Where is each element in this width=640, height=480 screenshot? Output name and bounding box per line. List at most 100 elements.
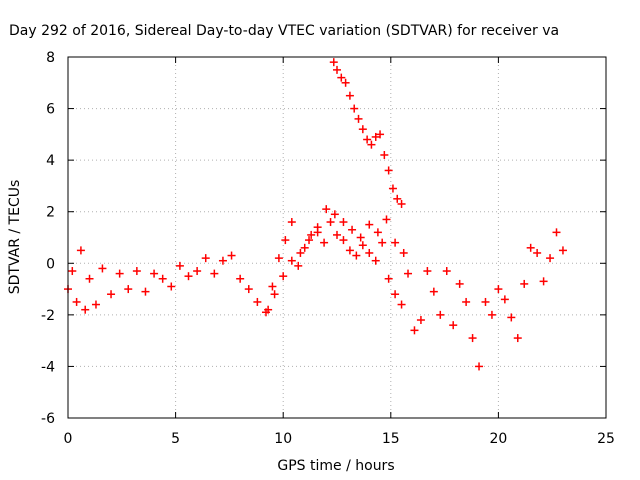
data-point (184, 272, 193, 281)
data-point (429, 287, 438, 296)
data-point (442, 267, 451, 276)
data-point (393, 194, 402, 203)
data-point (345, 246, 354, 255)
data-point (378, 238, 387, 247)
data-point (365, 220, 374, 229)
x-tick-label: 0 (64, 431, 73, 447)
data-point (367, 140, 376, 149)
data-point (193, 267, 202, 276)
data-point (416, 316, 425, 325)
data-point (287, 256, 296, 265)
grid (68, 57, 606, 418)
data-point (236, 274, 245, 283)
data-point (404, 269, 413, 278)
y-tick-label: 2 (46, 205, 55, 221)
data-point (376, 130, 385, 139)
data-point (371, 256, 380, 265)
data-point (526, 243, 535, 252)
data-point (322, 205, 331, 214)
chart-title: Day 292 of 2016, Sidereal Day-to-day VTE… (9, 23, 559, 39)
data-point (115, 269, 124, 278)
x-axis-label: GPS time / hours (277, 458, 394, 474)
y-tick-label: 4 (46, 153, 55, 169)
data-point (513, 334, 522, 343)
data-point (320, 238, 329, 247)
data-point (365, 248, 374, 257)
x-tick-label: 15 (382, 431, 400, 447)
data-point (397, 300, 406, 309)
data-point (175, 261, 184, 270)
data-point (384, 274, 393, 283)
data-point (468, 334, 477, 343)
data-point (475, 362, 484, 371)
data-point (218, 256, 227, 265)
y-tick-label: -4 (41, 359, 55, 375)
y-tick-label: 6 (46, 102, 55, 118)
data-point (455, 279, 464, 288)
data-point (500, 295, 509, 304)
data-point (373, 228, 382, 237)
data-point (201, 254, 210, 263)
data-point (333, 65, 341, 74)
data-point (558, 246, 567, 255)
data-point (76, 246, 85, 255)
data-point (72, 297, 81, 306)
data-point (132, 267, 141, 276)
data-point (350, 104, 359, 113)
data-point (326, 218, 335, 227)
data-point (287, 218, 296, 227)
x-tick-label: 20 (489, 431, 507, 447)
data-point (363, 135, 372, 144)
x-tick-label: 5 (171, 431, 180, 447)
data-point (546, 254, 555, 263)
data-point (345, 91, 354, 100)
data-point (296, 248, 305, 257)
data-point (552, 228, 561, 237)
data-point (264, 305, 273, 314)
y-tick-label: 0 (46, 256, 55, 272)
data-point (274, 254, 283, 263)
data-point (397, 199, 406, 208)
data-point (507, 313, 516, 322)
y-axis-label: SDTVAR / TECUs (7, 180, 23, 295)
x-tick-label: 10 (274, 431, 292, 447)
data-point (294, 261, 303, 270)
data-point (341, 78, 350, 87)
data-point (348, 225, 357, 234)
data-point (253, 297, 262, 306)
data-point (150, 269, 159, 278)
y-tick-label: 8 (46, 50, 55, 66)
data-point (227, 251, 236, 260)
data-points (64, 58, 567, 371)
data-point (410, 326, 419, 335)
axis-ticks: 0 5 10 15 20 25 -6 -4 -2 0 2 4 6 8 (41, 50, 615, 447)
data-point (300, 243, 309, 252)
x-tick-label: 25 (597, 431, 615, 447)
data-point (436, 310, 445, 319)
data-point (354, 114, 363, 123)
data-point (539, 277, 548, 286)
data-point (279, 272, 288, 281)
data-point (399, 248, 408, 257)
data-point (107, 290, 116, 299)
data-point (423, 267, 432, 276)
data-point (98, 264, 107, 273)
data-point (520, 279, 529, 288)
data-point (352, 251, 361, 260)
data-point (313, 228, 322, 237)
data-point (494, 285, 503, 294)
data-point (244, 285, 253, 294)
data-point (337, 73, 346, 82)
data-point (305, 236, 314, 245)
data-point (391, 238, 400, 247)
data-point (382, 215, 391, 224)
data-point (449, 321, 458, 330)
data-point (68, 267, 77, 276)
data-point (358, 125, 367, 134)
data-point (371, 132, 380, 141)
data-point (167, 282, 176, 291)
data-point (358, 241, 367, 250)
data-point (268, 282, 277, 291)
data-point (158, 274, 167, 283)
